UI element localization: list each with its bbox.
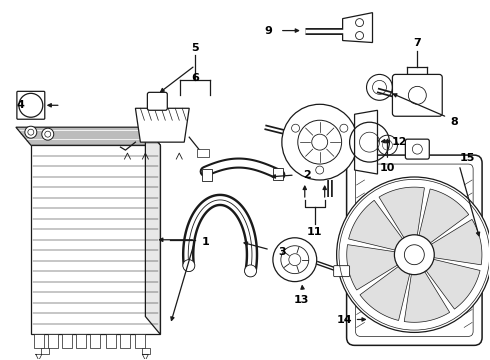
Circle shape	[273, 238, 317, 282]
Text: 14: 14	[337, 315, 352, 325]
Bar	[105, 334, 116, 348]
Polygon shape	[348, 200, 404, 251]
Text: 13: 13	[294, 294, 310, 305]
Polygon shape	[31, 145, 160, 334]
Polygon shape	[404, 270, 450, 322]
Circle shape	[394, 235, 434, 275]
Bar	[75, 334, 86, 348]
Text: 12: 12	[392, 137, 407, 147]
Polygon shape	[418, 189, 469, 244]
Bar	[34, 334, 44, 348]
Circle shape	[404, 245, 424, 265]
Text: 15: 15	[460, 153, 475, 163]
Polygon shape	[355, 110, 377, 174]
Polygon shape	[343, 13, 372, 42]
Polygon shape	[430, 219, 482, 265]
Text: 10: 10	[380, 163, 395, 173]
Bar	[121, 334, 130, 348]
Circle shape	[282, 104, 358, 180]
Polygon shape	[379, 187, 424, 239]
Bar	[202, 169, 212, 181]
FancyBboxPatch shape	[346, 155, 482, 345]
Bar	[62, 334, 72, 348]
FancyBboxPatch shape	[405, 139, 429, 159]
Text: 3: 3	[278, 247, 286, 257]
Polygon shape	[347, 244, 399, 290]
Circle shape	[19, 93, 43, 117]
Circle shape	[183, 260, 195, 271]
Text: 6: 6	[191, 73, 199, 84]
Bar	[135, 334, 146, 348]
Text: 11: 11	[307, 227, 322, 237]
Bar	[48, 334, 58, 348]
Circle shape	[45, 131, 51, 137]
FancyBboxPatch shape	[392, 75, 442, 116]
Text: 1: 1	[201, 237, 209, 247]
Circle shape	[25, 126, 37, 138]
Text: 8: 8	[450, 117, 458, 127]
Bar	[90, 334, 99, 348]
Polygon shape	[146, 127, 160, 334]
Circle shape	[312, 134, 328, 150]
Polygon shape	[425, 259, 480, 309]
Text: 2: 2	[303, 170, 311, 180]
Bar	[41, 348, 49, 354]
Bar	[197, 149, 209, 157]
Circle shape	[42, 128, 54, 140]
Text: 9: 9	[264, 26, 272, 36]
FancyBboxPatch shape	[147, 92, 167, 110]
Circle shape	[28, 129, 34, 135]
Circle shape	[337, 177, 490, 332]
Polygon shape	[135, 108, 189, 142]
Bar	[273, 168, 283, 180]
FancyBboxPatch shape	[334, 266, 349, 276]
Bar	[143, 348, 150, 354]
Text: 4: 4	[17, 100, 25, 110]
Polygon shape	[360, 265, 410, 320]
Circle shape	[245, 265, 257, 277]
Polygon shape	[16, 127, 160, 145]
Circle shape	[298, 120, 342, 164]
Text: 7: 7	[414, 37, 421, 48]
Text: 5: 5	[192, 42, 199, 53]
